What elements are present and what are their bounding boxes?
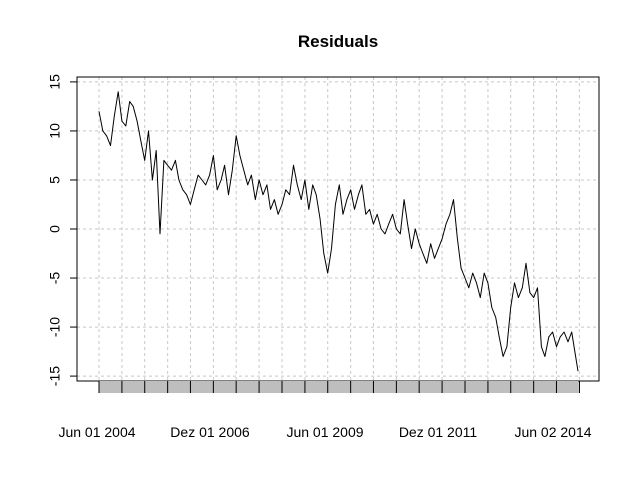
- series-layer: [98, 91, 579, 372]
- y-tick-label: 0: [47, 225, 63, 233]
- x-tick-label: Dez 01 2006: [170, 424, 250, 440]
- residuals-line: [98, 91, 579, 372]
- chart-title: Residuals: [298, 32, 378, 51]
- y-axis: -15 -10 -5 0 5 10 15: [47, 74, 77, 386]
- y-tick-label: -15: [47, 366, 63, 386]
- y-tick-label: -10: [47, 317, 63, 337]
- x-tick-label: Dez 01 2011: [399, 424, 478, 440]
- x-tick-label: Jun 01 2004: [58, 424, 135, 440]
- y-tick-label: 15: [47, 74, 63, 90]
- y-tick-label: -5: [47, 272, 63, 285]
- y-tick-label: 10: [47, 123, 63, 139]
- x-axis-band: [99, 381, 578, 393]
- x-axis: Jun 01 2004 Dez 01 2006 Jun 01 2009 Dez 01 …: [58, 381, 592, 440]
- x-tick-label: Jun 01 2009: [286, 424, 363, 440]
- x-tick-label: Jun 02 2014: [514, 424, 591, 440]
- grid: [77, 77, 599, 381]
- y-tick-label: 5: [47, 176, 63, 184]
